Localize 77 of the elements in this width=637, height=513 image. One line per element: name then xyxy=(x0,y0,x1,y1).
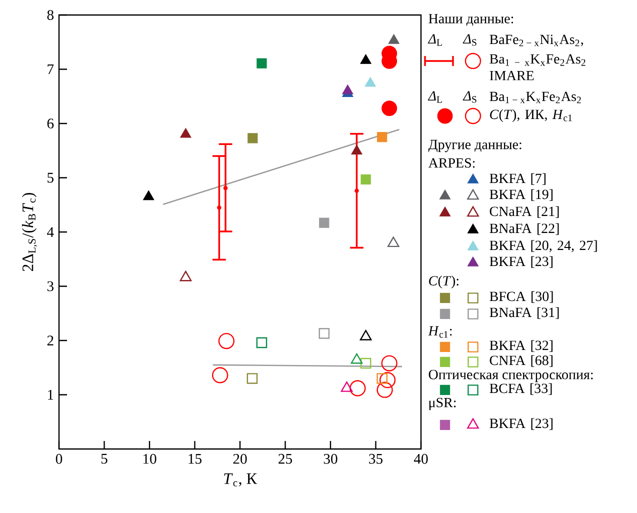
text: Оптическая спектроскопия: xyxy=(428,370,593,382)
point xyxy=(382,100,398,116)
point xyxy=(351,144,362,155)
x-tick-label: 40 xyxy=(414,454,428,464)
y-tick-label: 4 xyxy=(47,227,54,237)
point xyxy=(376,382,393,398)
legend-label: CNaFA [21] xyxy=(490,206,559,218)
legend-label: BKFA [23] xyxy=(490,256,553,268)
point xyxy=(381,355,398,372)
point xyxy=(223,186,228,190)
text: C(T): xyxy=(429,276,458,288)
text: Ba$_{1 − x}$K$_{x}$Fe$_{2}$As$_{2}$ xyxy=(490,92,581,104)
legend-label: BCFA [33] xyxy=(490,383,552,395)
text: ARPES: xyxy=(428,158,475,168)
point xyxy=(350,353,363,364)
point xyxy=(246,373,258,384)
legend-label: BKFA [19] xyxy=(490,189,553,201)
y-tick-label: 5 xyxy=(48,172,54,183)
text: Δ$_{S}$ xyxy=(462,91,476,103)
x-tick-label: 20 xyxy=(233,454,247,464)
point xyxy=(248,133,258,144)
x-axis-title: T$_{c}$, К xyxy=(224,473,258,486)
point xyxy=(217,205,222,210)
legend-label: BKFA [23] xyxy=(490,418,553,430)
x-tick-label: 25 xyxy=(278,454,292,464)
legend-label: BKFA [7] xyxy=(490,173,546,185)
y-tick-label: 7 xyxy=(48,64,54,74)
text: Наши данные: xyxy=(428,14,514,26)
point xyxy=(387,236,400,248)
legend-label: BNaFA [22] xyxy=(490,223,559,235)
point xyxy=(350,380,366,396)
point xyxy=(342,84,354,94)
point xyxy=(360,174,371,184)
text: Ba$_{1 − x}$K$_{x}$Fe$_{2}$As$_{2}$ IMARE xyxy=(490,54,586,80)
y-tick-label: 2 xyxy=(47,336,54,346)
text: BaFe$_{2 − x}$Ni$_{x}$As$_{2}$, xyxy=(490,34,584,46)
x-tick-label: 0 xyxy=(56,454,62,464)
point xyxy=(364,76,376,87)
text: Δ$_{L}$ xyxy=(428,34,442,46)
x-tick-label: 15 xyxy=(188,454,202,464)
point xyxy=(379,372,396,388)
legend-label: CNFA [68] xyxy=(490,355,553,367)
point xyxy=(180,128,192,138)
y-tick-label: 3 xyxy=(47,281,54,292)
point xyxy=(318,328,330,339)
point xyxy=(218,332,234,350)
point xyxy=(143,190,154,200)
x-tick-label: 5 xyxy=(101,454,108,464)
legend-label: BFCA [30] xyxy=(490,291,553,303)
point xyxy=(319,218,330,228)
point xyxy=(360,54,372,64)
point xyxy=(354,188,359,193)
legend-label: BNaFA [31] xyxy=(490,307,559,319)
point xyxy=(360,358,372,369)
text: Δ$_{L}$ xyxy=(428,91,442,103)
text: μSR: xyxy=(429,398,456,410)
y-axis-title: 2Δ$_{L,S}$/(k$_{B}$T$_{c}$) xyxy=(22,192,38,272)
text: H$_{c1}$: xyxy=(428,326,452,338)
point xyxy=(340,382,353,392)
point xyxy=(256,337,268,348)
legend-label: BKFA [32] xyxy=(490,340,553,352)
text: Δ$_{S}$ xyxy=(462,34,476,46)
y-tick-label: 1 xyxy=(48,390,54,400)
legend-label: C(T), ИК, H$_{c1}$ xyxy=(490,109,572,122)
point xyxy=(212,367,228,384)
point xyxy=(180,270,192,282)
x-tick-label: 10 xyxy=(143,454,156,464)
point xyxy=(256,58,267,68)
y-tick-label: 8 xyxy=(47,10,54,20)
y-tick-label: 6 xyxy=(47,118,54,128)
x-tick-label: 30 xyxy=(324,454,338,464)
point xyxy=(377,132,388,142)
point xyxy=(360,330,372,340)
text: Другие данные: xyxy=(428,140,522,152)
point xyxy=(388,34,400,44)
legend-label: BKFA [20, 24, 27] xyxy=(490,240,597,252)
x-tick-label: 35 xyxy=(369,454,382,464)
